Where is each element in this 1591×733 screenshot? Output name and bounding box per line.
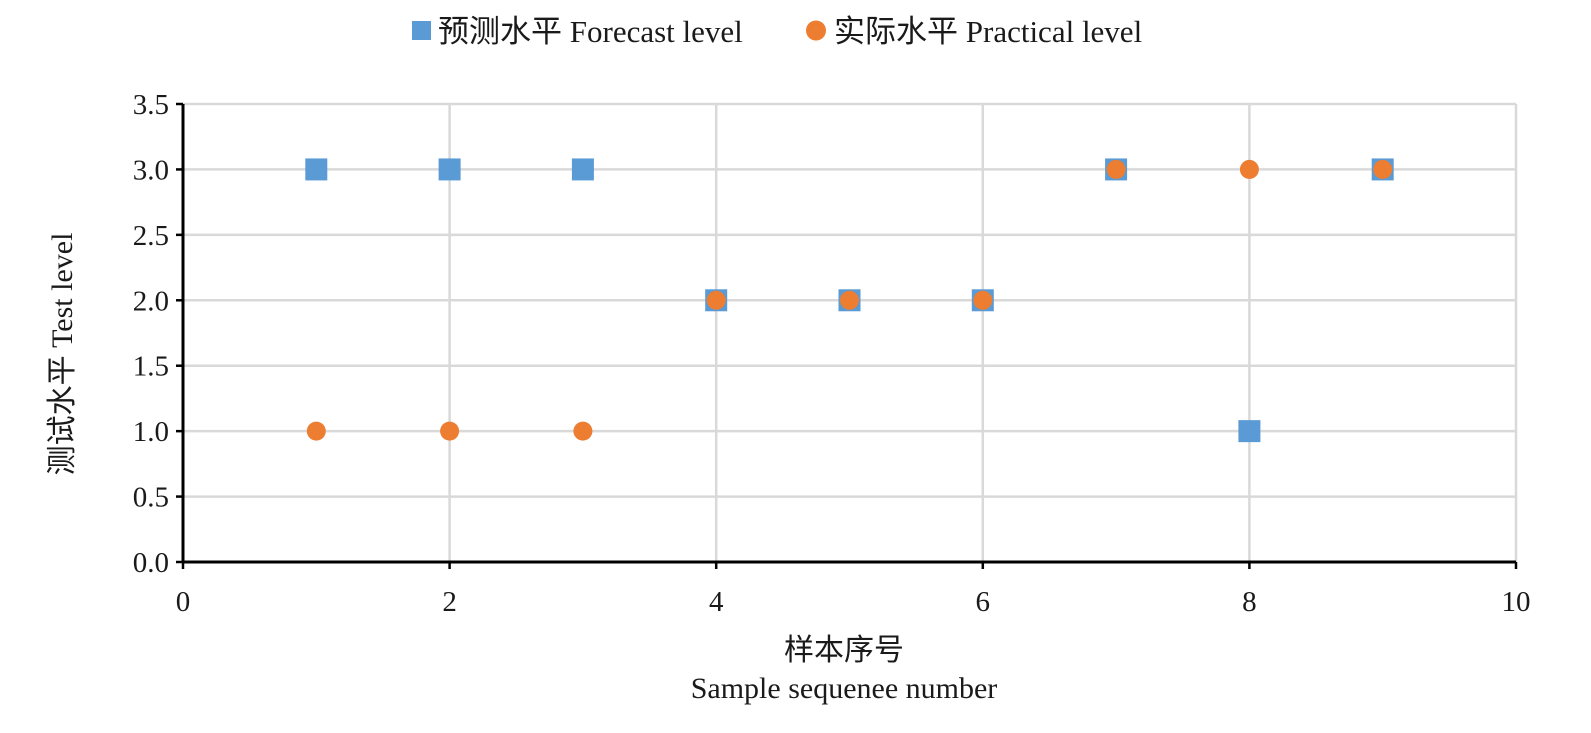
legend-label-forecast: 预测水平 Forecast level [438,14,743,49]
practical-point [306,421,326,441]
practical-point [706,290,726,310]
y-tick-label: 2.0 [133,285,169,317]
tick-labels: 0.0 0.5 1.0 1.5 2.0 2.5 3.0 3.5 0 2 4 6 8 10 [133,89,1531,618]
y-tick-label: 0.0 [133,547,169,579]
x-axis-title-cn: 样本序号 [784,634,904,667]
practical-point [573,421,593,441]
y-tick-label: 3.0 [133,154,169,186]
grid-lines [183,102,1518,562]
x-tick-label: 6 [976,586,991,618]
legend-label-practical: 实际水平 Practical level [834,14,1142,49]
practical-point [973,290,993,310]
legend: 预测水平 Forecast level 实际水平 Practical level [412,14,1142,49]
y-tick-label: 0.5 [133,482,169,514]
legend-square-marker [412,21,431,40]
practical-point [840,290,859,310]
y-tick-label: 1.5 [133,351,169,383]
data-marks [305,158,1394,443]
y-axis-title: 测试水平 Test level [46,233,79,476]
x-tick-label: 0 [176,586,191,618]
forecast-point [305,158,328,181]
x-tick-label: 10 [1502,586,1531,618]
practical-point [440,421,460,441]
practical-point [1239,159,1259,179]
axes [176,102,1518,569]
x-tick-label: 2 [442,586,457,618]
forecast-point [1238,420,1261,443]
x-axis-title-en: Sample sequenee number [691,672,998,705]
forecast-point [438,158,461,181]
practical-point [1106,159,1126,179]
y-tick-label: 1.0 [133,416,169,448]
x-tick-label: 8 [1242,586,1257,618]
x-tick-label: 4 [709,586,724,618]
legend-item-forecast: 预测水平 Forecast level [412,14,743,49]
legend-item-practical: 实际水平 Practical level [806,14,1142,49]
y-tick-label: 3.5 [133,89,169,121]
legend-circle-marker [806,20,826,41]
y-tick-label: 2.5 [133,220,169,252]
practical-point [1373,159,1393,179]
forecast-point [571,158,594,181]
